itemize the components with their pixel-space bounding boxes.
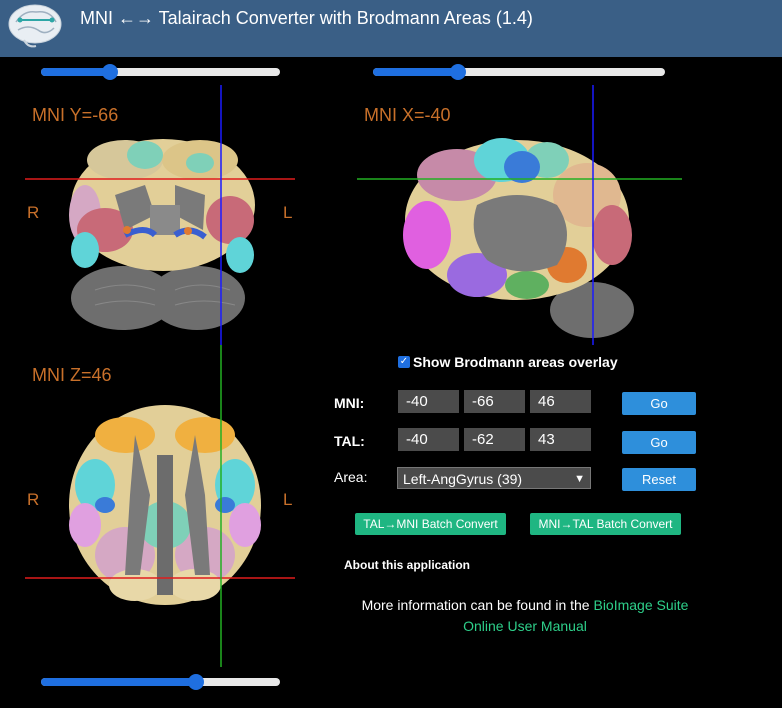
coronal-left-marker: L — [283, 203, 293, 222]
axial-brain-image — [25, 345, 295, 667]
sagittal-view[interactable]: MNI X=-40 — [357, 85, 682, 345]
tal-go-button[interactable]: Go — [622, 431, 696, 454]
axial-view[interactable]: MNI Z=46 R L — [25, 345, 295, 667]
axial-slider-fill — [41, 678, 197, 686]
overlay-checkbox[interactable]: ✓ — [398, 356, 410, 368]
sagittal-brain-image — [357, 85, 682, 345]
tal-label: TAL: — [334, 433, 365, 449]
area-selected-value: Left-AngGyrus (39) — [403, 471, 523, 487]
coronal-view-label: MNI Y=-66 — [32, 105, 119, 125]
info-prefix: More information can be found in the — [361, 597, 590, 613]
about-link[interactable]: About this application — [344, 558, 470, 572]
coronal-slice-slider[interactable] — [41, 64, 280, 80]
coronal-slider-fill — [41, 68, 111, 76]
sagittal-slider-thumb[interactable] — [449, 64, 466, 80]
axial-left-marker: L — [283, 490, 293, 509]
coronal-slider-thumb[interactable] — [102, 64, 119, 80]
coronal-brain-image — [25, 85, 295, 345]
chevron-down-icon: ▼ — [574, 473, 585, 485]
coronal-view[interactable]: MNI Y=-66 R L — [25, 85, 295, 345]
brain-logo-icon — [8, 4, 62, 48]
tal-z-input[interactable]: 43 — [530, 428, 591, 451]
tal-to-mni-batch-button[interactable]: TAL→MNI Batch Convert — [355, 513, 506, 535]
tal-y-input[interactable]: -62 — [464, 428, 525, 451]
online-manual-link[interactable]: Online User Manual — [463, 618, 587, 634]
bioimage-suite-link[interactable]: BioImage Suite — [593, 597, 689, 613]
sagittal-view-label: MNI X=-40 — [364, 105, 451, 125]
mni-z-input[interactable]: 46 — [530, 390, 591, 413]
mni-label: MNI: — [334, 395, 365, 411]
tal-x-input[interactable]: -40 — [398, 428, 459, 451]
mni-y-input[interactable]: -66 — [464, 390, 525, 413]
sagittal-slider-fill — [373, 68, 458, 76]
area-label: Area: — [334, 469, 368, 485]
axial-slice-slider[interactable] — [41, 674, 280, 690]
mni-to-tal-batch-button[interactable]: MNI→TAL Batch Convert — [530, 513, 681, 535]
axial-view-label: MNI Z=46 — [32, 365, 112, 385]
info-text: More information can be found in the Bio… — [330, 595, 720, 637]
axial-right-marker: R — [27, 490, 40, 509]
app-header: MNI ←→ Talairach Converter with Brodmann… — [0, 0, 782, 57]
coronal-right-marker: R — [27, 203, 40, 222]
area-select[interactable]: Left-AngGyrus (39) ▼ — [397, 467, 591, 489]
page-title: MNI ←→ Talairach Converter with Brodmann… — [80, 8, 533, 28]
mni-x-input[interactable]: -40 — [398, 390, 459, 413]
axial-slider-thumb[interactable] — [188, 674, 205, 690]
mni-go-button[interactable]: Go — [622, 392, 696, 415]
reset-button[interactable]: Reset — [622, 468, 696, 491]
sagittal-slice-slider[interactable] — [373, 64, 665, 80]
overlay-checkbox-label: Show Brodmann areas overlay — [413, 354, 618, 370]
overlay-toggle[interactable]: ✓ Show Brodmann areas overlay — [398, 354, 618, 370]
